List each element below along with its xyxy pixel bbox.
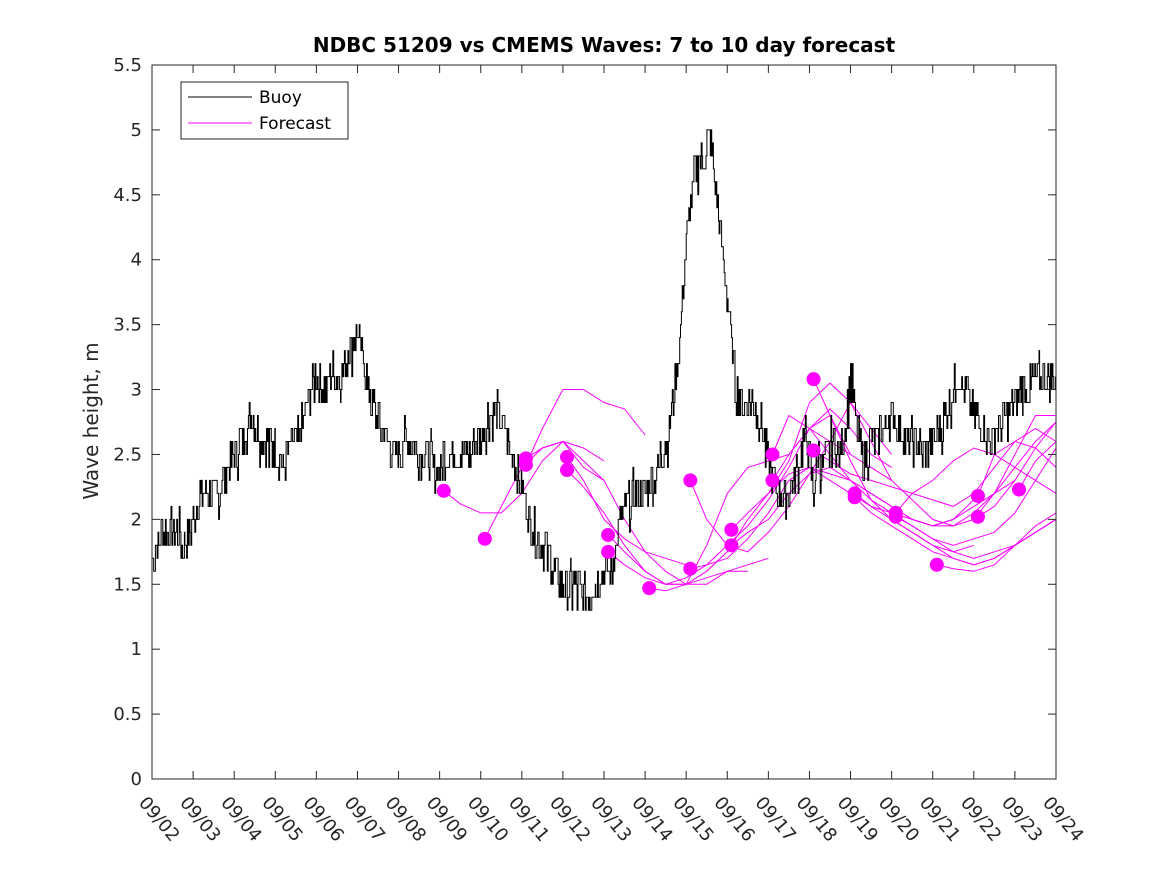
y-tick-label: 1.5 — [113, 574, 142, 595]
forecast-line-24 — [1018, 441, 1057, 490]
y-tick-label: 1 — [131, 639, 142, 660]
forecast-line-4 — [566, 456, 687, 566]
y-axis-label: Wave height, m — [79, 342, 103, 499]
y-tick-label: 3.5 — [113, 315, 142, 336]
forecast-start-marker-8 — [642, 581, 657, 596]
forecast-line-3 — [525, 440, 748, 585]
y-tick-label: 5.5 — [113, 55, 142, 76]
forecast-line-23 — [977, 421, 1057, 518]
legend-buoy-label: Buoy — [259, 88, 302, 108]
y-tick-label: 3 — [131, 380, 142, 401]
y-tick-label: 0 — [131, 769, 142, 790]
legend: Buoy Forecast — [180, 81, 349, 140]
y-tick-label: 2 — [131, 509, 142, 530]
forecast-line-19 — [895, 447, 1057, 514]
forecast-start-marker-4 — [560, 450, 575, 465]
forecast-start-marker-14 — [765, 473, 780, 488]
forecast-line-18 — [854, 496, 1057, 566]
forecast-start-marker-7 — [601, 544, 616, 559]
forecast-start-marker-20 — [888, 509, 903, 524]
forecast-markers-group — [436, 372, 1027, 596]
legend-forecast-label: Forecast — [259, 114, 331, 134]
forecast-start-marker-22 — [970, 488, 985, 503]
y-tick-label: 0.5 — [113, 704, 142, 725]
forecast-start-marker-11 — [724, 522, 739, 537]
y-tick-label: 4 — [131, 250, 142, 271]
forecast-start-marker-18 — [847, 490, 862, 505]
forecast-line-20 — [895, 447, 1057, 546]
forecast-line-14 — [772, 421, 1057, 527]
forecast-start-marker-13 — [765, 447, 780, 462]
forecast-line-13 — [772, 414, 975, 527]
forecast-line-21 — [936, 518, 1057, 572]
forecast-start-marker-6 — [601, 527, 616, 542]
plot-area — [152, 65, 1056, 779]
forecast-line-17 — [854, 415, 1056, 527]
forecast-start-marker-1 — [477, 531, 492, 546]
forecast-start-marker-24 — [1012, 482, 1027, 497]
forecast-start-marker-21 — [929, 557, 944, 572]
y-axis-ticks: 0 0.5 1 1.5 2 2.5 3 3.5 4 4.5 5 5.5 — [113, 55, 1056, 790]
forecast-line-7 — [607, 408, 892, 585]
y-tick-label: 5 — [131, 120, 142, 141]
chart-title: NDBC 51209 vs CMEMS Waves: 7 to 10 day f… — [313, 33, 896, 57]
forecast-start-marker-0 — [436, 483, 451, 498]
y-tick-label: 4.5 — [113, 185, 142, 206]
forecast-start-marker-10 — [683, 561, 698, 576]
y-tick-label: 2.5 — [113, 444, 142, 465]
forecast-start-marker-5 — [560, 463, 575, 478]
forecast-start-marker-15 — [806, 372, 821, 387]
legend-box — [180, 81, 349, 140]
forecast-start-marker-3 — [518, 451, 533, 466]
forecast-start-marker-23 — [970, 509, 985, 524]
forecast-start-marker-12 — [724, 538, 739, 553]
forecast-start-marker-9 — [683, 473, 698, 488]
forecast-start-marker-16 — [806, 443, 821, 458]
forecast-line-2 — [525, 389, 646, 466]
